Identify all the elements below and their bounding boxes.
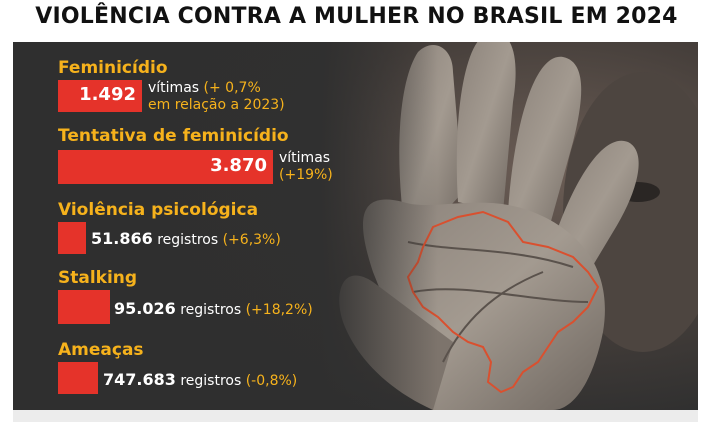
stat-change: (+19%)	[279, 167, 333, 183]
stat-label: Stalking	[58, 268, 138, 288]
stat-unit: registros	[157, 232, 219, 248]
stat-value: 1.492	[79, 84, 136, 105]
stat-unit: vítimas	[148, 80, 200, 96]
stat-bar	[58, 362, 98, 394]
stat-unit: registros	[180, 373, 242, 389]
stat-bar: 3.870	[58, 150, 273, 184]
stat-label: Violência psicológica	[58, 200, 259, 220]
stat-value: 51.866	[91, 229, 153, 248]
stat-bar	[58, 222, 86, 254]
stat-change: (+18,2%)	[245, 302, 313, 318]
stat-bar: 1.492	[58, 80, 142, 112]
stat-change-note: em relação a 2023)	[148, 97, 285, 113]
stat-value: 3.870	[210, 155, 267, 176]
page-title: VIOLÊNCIA CONTRA A MULHER NO BRASIL EM 2…	[35, 4, 678, 29]
infographic-panel: Feminicídio 1.492 vítimas (+ 0,7% em rel…	[13, 42, 698, 410]
stat-label: Tentativa de feminicídio	[58, 126, 289, 146]
stat-detail: 95.026 registros (+18,2%)	[114, 300, 313, 319]
stat-detail: 747.683 registros (-0,8%)	[103, 371, 297, 390]
raised-hand-photo	[13, 42, 698, 410]
bottom-strip	[13, 410, 698, 422]
stat-value: 95.026	[114, 299, 176, 318]
stat-detail: 51.866 registros (+6,3%)	[91, 230, 281, 249]
stat-unit: registros	[180, 302, 242, 318]
stat-value: 747.683	[103, 370, 176, 389]
stat-label: Ameaças	[58, 340, 144, 360]
stat-unit: vítimas	[279, 150, 331, 166]
stat-detail: vítimas (+19%)	[279, 150, 333, 184]
stat-label: Feminicídio	[58, 58, 168, 78]
stat-change: (+ 0,7%	[203, 80, 261, 96]
stat-detail: vítimas (+ 0,7% em relação a 2023)	[148, 80, 285, 114]
stat-change: (+6,3%)	[222, 232, 281, 248]
stat-bar	[58, 290, 110, 324]
stat-change: (-0,8%)	[245, 373, 298, 389]
